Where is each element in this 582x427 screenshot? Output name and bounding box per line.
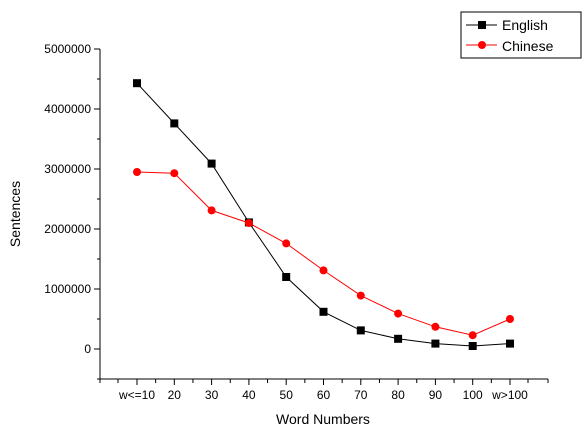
x-tick-label: 20 xyxy=(168,388,182,402)
x-axis-title: Word Numbers xyxy=(276,411,370,427)
legend-marker-english xyxy=(478,21,486,29)
x-tick-label: 80 xyxy=(391,388,405,402)
y-ticks: 0 1000000 2000000 3000000 4000000 5000000 xyxy=(44,42,100,380)
y-tick-label: 5000000 xyxy=(44,42,91,56)
x-tick-label: 30 xyxy=(205,388,219,402)
data-point-english xyxy=(170,119,179,128)
data-point-chinese xyxy=(356,291,365,300)
legend-marker-chinese xyxy=(478,41,486,49)
data-point-chinese xyxy=(319,266,328,275)
x-tick-label: 90 xyxy=(429,388,443,402)
legend: English Chinese xyxy=(460,11,582,59)
y-tick-label: 2000000 xyxy=(44,222,91,236)
series-group xyxy=(133,79,514,350)
y-tick-label: 1000000 xyxy=(44,282,91,296)
axes xyxy=(99,49,548,380)
data-point-english xyxy=(319,307,328,316)
data-point-english xyxy=(207,159,216,168)
data-point-english xyxy=(506,339,514,348)
data-point-english xyxy=(282,273,291,281)
y-tick-label: 4000000 xyxy=(44,102,91,116)
data-point-english xyxy=(133,79,141,88)
data-point-english xyxy=(394,334,403,343)
x-tick-label: 70 xyxy=(354,388,368,402)
data-point-chinese xyxy=(431,322,440,331)
data-point-chinese xyxy=(506,315,514,323)
x-tick-label: 60 xyxy=(317,388,331,402)
y-tick-label: 0 xyxy=(84,342,91,356)
series-line-english xyxy=(136,82,511,347)
data-point-chinese xyxy=(244,219,253,227)
y-axis-title: Sentences xyxy=(7,181,23,247)
legend-label-chinese: Chinese xyxy=(502,38,554,54)
legend-box xyxy=(460,11,582,59)
data-point-english xyxy=(356,326,365,335)
x-tick-label: 50 xyxy=(280,388,294,402)
x-tick-label: 100 xyxy=(463,388,483,402)
data-point-english xyxy=(431,339,440,348)
data-point-chinese xyxy=(170,169,179,178)
x-tick-label: w<=10 xyxy=(118,388,155,402)
data-point-english xyxy=(468,342,477,350)
x-ticks: w<=10 20 30 40 50 60 70 80 90 100 w>100 xyxy=(99,379,549,402)
x-tick-label: 40 xyxy=(242,388,256,402)
x-tick-label: w>100 xyxy=(491,388,528,402)
data-point-chinese xyxy=(207,206,216,215)
data-point-chinese xyxy=(133,168,141,176)
data-point-chinese xyxy=(394,309,403,318)
legend-label-english: English xyxy=(502,17,548,33)
data-point-chinese xyxy=(282,239,291,248)
data-point-chinese xyxy=(468,331,477,340)
y-tick-label: 3000000 xyxy=(44,162,91,176)
